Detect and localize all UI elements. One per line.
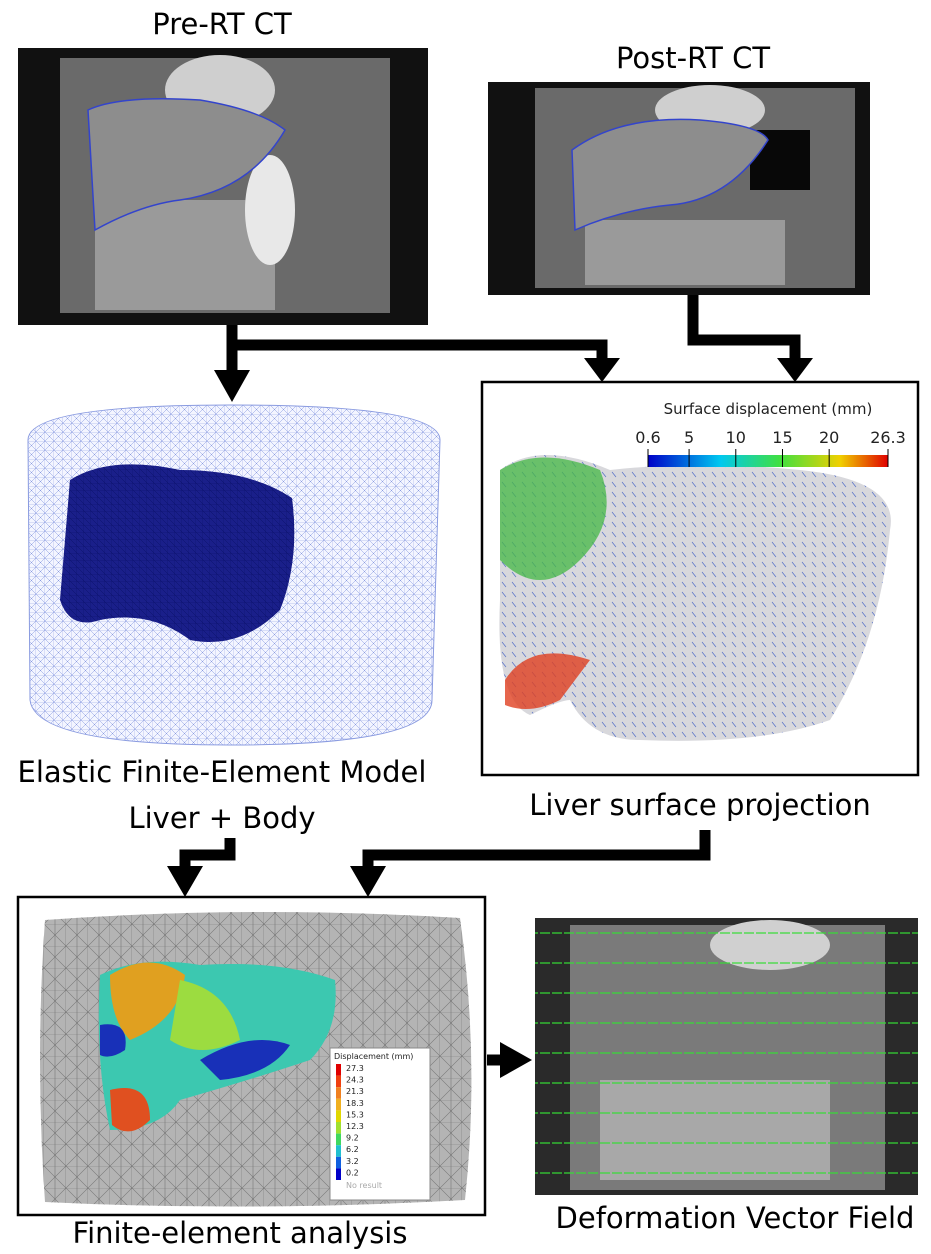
panel-subtitle: Liver + Body: [128, 801, 315, 835]
legend-title: Displacement (mm): [334, 1052, 413, 1061]
legend-entry: 24.3: [346, 1076, 364, 1085]
colorbar-label: Surface displacement (mm): [664, 400, 873, 418]
legend-entry: 3.2: [346, 1157, 359, 1166]
colorbar-tick-label: 5: [684, 428, 694, 447]
legend-swatch: [336, 1087, 341, 1099]
legend-swatch: [336, 1145, 341, 1157]
legend-swatch: [336, 1099, 341, 1111]
colorbar: [648, 455, 888, 467]
legend-swatch: [336, 1168, 341, 1180]
panel-title: Deformation Vector Field: [556, 1201, 915, 1235]
colorbar-tick-label: 26.3: [870, 428, 906, 447]
dvf-image: [535, 918, 918, 1195]
panel-title: Elastic Finite-Element Model: [18, 755, 427, 789]
legend-swatch: [336, 1122, 341, 1134]
legend-swatch: [336, 1110, 341, 1122]
ct-image: [18, 48, 428, 325]
figure: Pre-RT CT Post-RT CT Elastic Finite-Elem…: [0, 0, 931, 1254]
legend-entry: 6.2: [346, 1145, 359, 1154]
colorbar-tick-label: 0.6: [635, 428, 660, 447]
legend-swatch: [336, 1157, 341, 1169]
surface-image: [499, 455, 891, 741]
panel-title: Post-RT CT: [616, 41, 770, 75]
colorbar-tick-label: 10: [726, 428, 746, 447]
ct-image: [488, 82, 870, 295]
legend-entry: 9.2: [346, 1134, 359, 1143]
panel-title: Liver surface projection: [529, 788, 871, 822]
legend-entry: 0.2: [346, 1168, 359, 1177]
colorbar-tick-label: 20: [819, 428, 839, 447]
fe-model-image: [28, 405, 440, 745]
legend-entry: 18.3: [346, 1099, 364, 1108]
legend-entry: 27.3: [346, 1064, 364, 1073]
legend-swatch: [336, 1134, 341, 1146]
legend-entry: 12.3: [346, 1122, 364, 1131]
panel-title: Finite-element analysis: [73, 1216, 408, 1250]
colorbar-tick-label: 15: [772, 428, 792, 447]
panel-title: Pre-RT CT: [152, 7, 292, 41]
legend-swatch: [336, 1064, 341, 1076]
legend-entry: No result: [346, 1181, 382, 1190]
legend-entry: 15.3: [346, 1110, 364, 1119]
legend-entry: 21.3: [346, 1087, 364, 1096]
legend-swatch: [336, 1076, 341, 1088]
